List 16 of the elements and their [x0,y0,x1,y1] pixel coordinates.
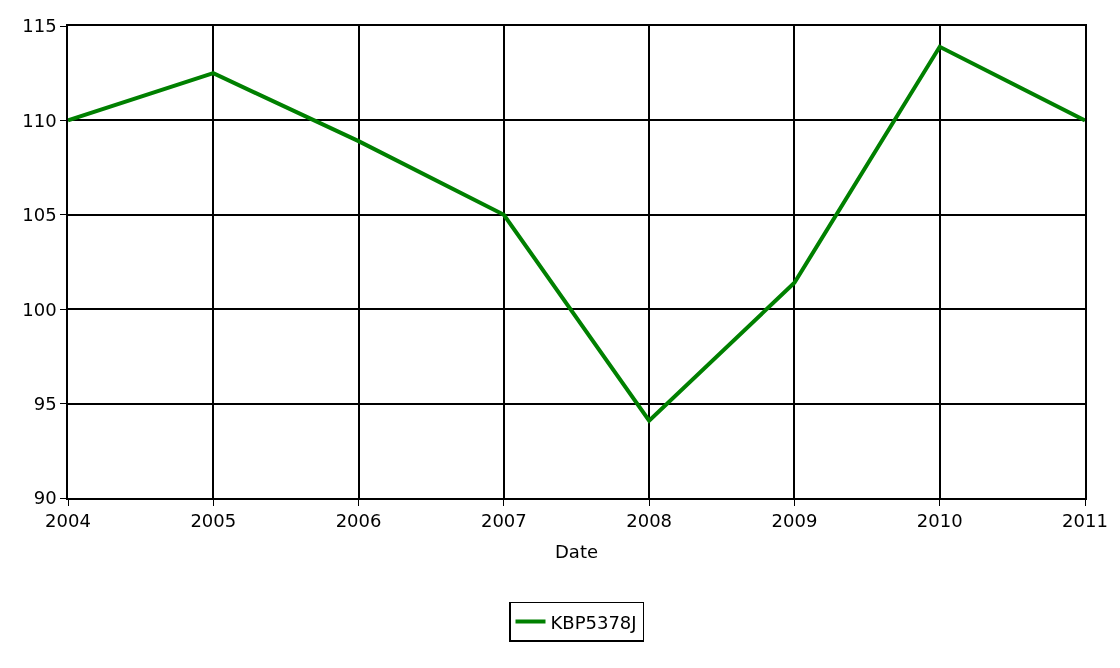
x-tick-label: 2011 [1062,510,1108,532]
y-tick-label: 105 [22,204,57,226]
y-tick-label: 115 [22,15,57,37]
x-tick-label: 2005 [190,510,237,532]
y-tick-label: 95 [33,392,57,414]
x-tick-label: 2006 [335,510,382,532]
x-tick-label: 2010 [916,510,963,532]
legend-label: KBP5378J [550,611,637,633]
y-tick-label: 90 [33,487,57,509]
x-tick-label: 2008 [626,510,673,532]
x-tick-label: 2007 [480,510,527,532]
x-tick-label: 2004 [45,510,91,532]
x-axis-title: Date [554,540,599,562]
y-tick-label: 100 [22,298,57,320]
y-tick-label: 110 [22,109,57,131]
x-tick-label: 2009 [771,510,818,532]
